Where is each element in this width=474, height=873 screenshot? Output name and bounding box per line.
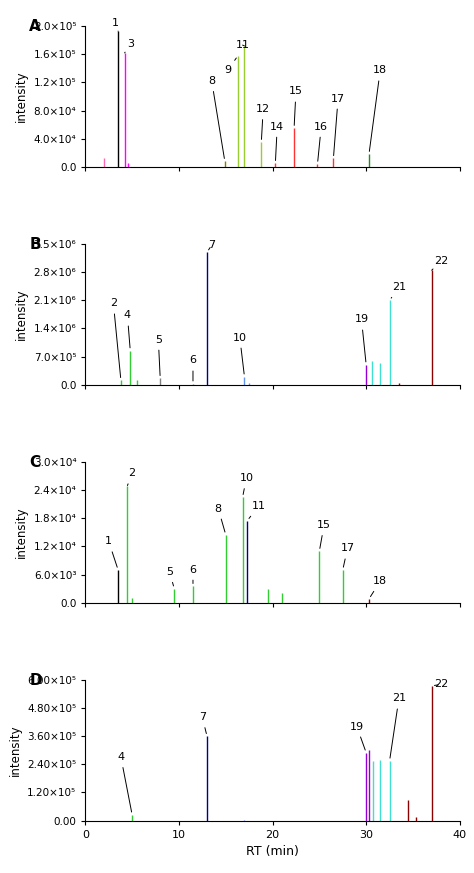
- Text: 1: 1: [112, 18, 119, 31]
- Text: 6: 6: [190, 565, 197, 583]
- Text: 19: 19: [355, 314, 369, 362]
- Text: 15: 15: [317, 520, 331, 548]
- Text: 17: 17: [331, 93, 345, 155]
- Text: 7: 7: [208, 240, 215, 251]
- Text: 2: 2: [110, 299, 120, 377]
- Text: 18: 18: [369, 65, 387, 151]
- Text: C: C: [29, 455, 40, 470]
- Text: D: D: [29, 673, 42, 688]
- Text: 4: 4: [124, 311, 131, 347]
- Text: 5: 5: [155, 334, 162, 375]
- Text: 4: 4: [118, 752, 132, 812]
- Text: 10: 10: [239, 473, 253, 494]
- Text: 11: 11: [236, 40, 250, 50]
- Text: 3: 3: [125, 39, 134, 53]
- Text: 16: 16: [314, 121, 328, 162]
- Y-axis label: intensity: intensity: [15, 71, 28, 122]
- Text: A: A: [29, 19, 41, 34]
- Text: B: B: [29, 237, 41, 252]
- Text: 21: 21: [391, 282, 406, 298]
- Text: 18: 18: [371, 576, 387, 596]
- Y-axis label: intensity: intensity: [9, 725, 22, 776]
- Text: 21: 21: [390, 693, 406, 758]
- Text: 22: 22: [432, 257, 448, 271]
- Text: 8: 8: [208, 76, 224, 158]
- Text: 12: 12: [256, 104, 270, 140]
- Text: 11: 11: [249, 501, 265, 519]
- Text: 7: 7: [199, 712, 206, 733]
- Text: 22: 22: [434, 679, 448, 690]
- Text: 10: 10: [233, 333, 247, 374]
- Text: 17: 17: [340, 544, 355, 567]
- X-axis label: RT (min): RT (min): [246, 845, 299, 858]
- Text: 9: 9: [224, 58, 237, 75]
- Text: 2: 2: [128, 469, 136, 485]
- Text: 8: 8: [215, 504, 225, 532]
- Y-axis label: intensity: intensity: [15, 289, 28, 340]
- Y-axis label: intensity: intensity: [15, 506, 28, 558]
- Text: 6: 6: [190, 355, 197, 381]
- Text: 19: 19: [350, 722, 365, 750]
- Text: 14: 14: [270, 121, 284, 161]
- Text: 1: 1: [105, 536, 117, 567]
- Text: 15: 15: [289, 86, 303, 126]
- Text: 5: 5: [166, 567, 173, 586]
